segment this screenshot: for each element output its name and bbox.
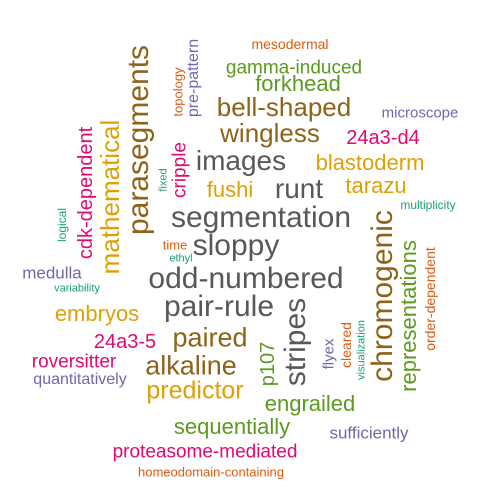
word-flyex: flyex — [320, 338, 338, 370]
word-roversitter: roversitter — [31, 351, 117, 373]
word-proteasome-mediated: proteasome-mediated — [112, 441, 298, 463]
word-mesodermal: mesodermal — [251, 36, 329, 52]
word-predictor: predictor — [146, 376, 244, 405]
word-multiplicity: multiplicity — [400, 198, 456, 212]
word-fushi: fushi — [206, 177, 254, 202]
word-runt: runt — [274, 173, 324, 204]
word-forkhead: forkhead — [255, 71, 341, 96]
word-microscope: microscope — [381, 104, 459, 122]
word-blastoderm: blastoderm — [315, 150, 425, 175]
word-sufficiently: sufficiently — [329, 423, 409, 443]
word-engrailed: engrailed — [264, 391, 356, 416]
word-sloppy: sloppy — [192, 229, 280, 262]
word-medulla: medulla — [22, 263, 82, 283]
word-p107: p107 — [257, 341, 279, 387]
word-segmentation: segmentation — [170, 201, 352, 234]
word-variability: variability — [54, 282, 100, 295]
word-parasegments: parasegments — [122, 44, 155, 236]
word-order-dependent: order-dependent — [422, 247, 438, 351]
word-logical: logical — [55, 207, 69, 243]
word-mathematical: mathematical — [95, 119, 125, 275]
word-time: time — [162, 237, 188, 253]
word-paired: paired — [172, 322, 248, 353]
word-ethyl: ethyl — [169, 252, 193, 265]
word-embryos: embryos — [54, 301, 140, 326]
word-tarazu: tarazu — [345, 173, 407, 198]
word-alkaline: alkaline — [145, 350, 237, 381]
word-topology: topology — [170, 67, 186, 117]
word-quantitatively: quantitatively — [33, 371, 127, 388]
word-homeodomain-containing: homeodomain-containing — [138, 464, 284, 480]
word-bell-shaped: bell-shaped — [216, 92, 352, 122]
word-gamma-induced: gamma-induced — [225, 57, 363, 79]
word-images: images — [195, 145, 287, 176]
word-visualization: visualization — [355, 320, 368, 380]
word-24a3-d4: 24a3-d4 — [346, 127, 420, 149]
word-pre-pattern: pre-pattern — [185, 38, 202, 118]
word-chromogenic: chromogenic — [366, 210, 399, 382]
word-pair-rule: pair-rule — [163, 290, 275, 323]
word-sequentially: sequentially — [173, 414, 291, 439]
word-stripes: stripes — [279, 297, 312, 387]
word-wingless: wingless — [220, 118, 320, 148]
word-24a3-5: 24a3-5 — [93, 331, 157, 353]
word-representations: representations — [396, 240, 421, 392]
word-cdk-dependent: cdk-dependent — [75, 126, 97, 260]
word-cripple: cripple — [169, 142, 191, 198]
word-cleared: cleared — [338, 322, 354, 368]
word-fixed: fixed — [157, 168, 170, 192]
word-odd-numbered: odd-numbered — [148, 262, 344, 295]
